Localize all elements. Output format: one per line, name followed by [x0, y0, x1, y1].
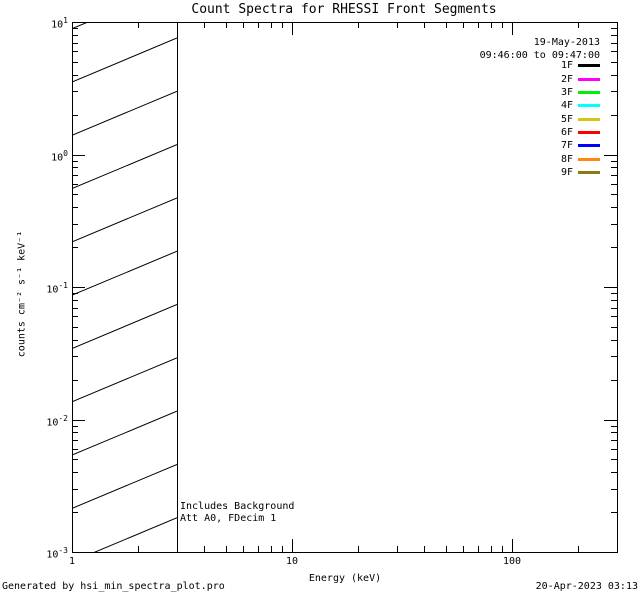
legend-color-bar	[578, 170, 600, 174]
legend-entry: 4F	[561, 99, 600, 112]
y-tick-label: 100	[51, 148, 68, 163]
legend-entry: 3F	[561, 86, 600, 99]
legend-entry: 8F	[561, 152, 600, 165]
legend-entry: 6F	[561, 126, 600, 139]
legend-entry-label: 1F	[560, 60, 573, 72]
y-tick-label: 101	[51, 16, 68, 31]
x-tick-label: 1	[68, 556, 76, 567]
x-axis-label: Energy (keV)	[308, 573, 382, 584]
legend-color-bar	[578, 64, 600, 68]
legend-color-bar	[578, 157, 600, 161]
y-tick-label: 10-1	[46, 281, 68, 296]
legend-entry: 1F	[561, 59, 600, 72]
annotation-attenuator: Att A0, FDecim 1	[180, 513, 277, 524]
legend-entry: 5F	[561, 112, 600, 125]
legend-entry-label: 9F	[560, 166, 573, 178]
annotation-background: Includes Background	[180, 501, 295, 512]
y-tick-label: 10-2	[46, 413, 68, 428]
legend-color-bar	[578, 130, 600, 134]
legend-entry: 7F	[561, 139, 600, 152]
legend: 1F 2F 3F 4F 5F 6F 7F 8F 9F	[561, 59, 600, 179]
legend-entry-label: 6F	[560, 126, 573, 138]
y-axis-label: counts cm⁻² s⁻¹ keV⁻¹	[16, 230, 28, 358]
legend-entry-label: 5F	[560, 113, 573, 125]
legend-time-range: 09:46:00 to 09:47:00	[479, 50, 600, 61]
legend-entry-label: 7F	[560, 140, 573, 152]
legend-color-bar	[578, 77, 600, 81]
legend-entry-label: 3F	[560, 86, 573, 98]
legend-color-bar	[578, 104, 600, 108]
plot-frame	[72, 22, 618, 553]
legend-color-bar	[578, 144, 600, 148]
axis-ticks	[72, 22, 618, 553]
x-tick-label: 100	[502, 556, 522, 567]
legend-color-bar	[578, 117, 600, 121]
x-tick-label: 10	[285, 556, 299, 567]
legend-date: 19-May-2013	[533, 37, 600, 48]
chart-title: Count Spectra for RHESSI Front Segments	[191, 2, 497, 17]
legend-entry-label: 2F	[560, 73, 573, 85]
legend-entry: 2F	[561, 72, 600, 85]
hatched-region	[72, 22, 177, 552]
y-tick-label: 10-3	[46, 546, 68, 561]
legend-entry: 9F	[561, 166, 600, 179]
legend-entry-label: 8F	[560, 153, 573, 165]
legend-color-bar	[578, 90, 600, 94]
footer-timestamp: 20-Apr-2023 03:13	[535, 581, 638, 592]
footer-generated-by: Generated by hsi_min_spectra_plot.pro	[2, 581, 225, 592]
legend-entry-label: 4F	[560, 100, 573, 112]
